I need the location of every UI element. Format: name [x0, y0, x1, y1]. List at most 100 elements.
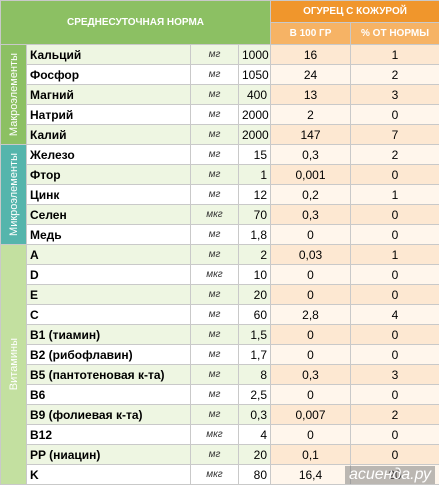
table-row: B9 (фолиевая к-та) мг 0,3 0,007 2	[1, 404, 439, 425]
amount-per-100g: 0,2	[270, 184, 351, 205]
percent-of-norm: 0	[349, 164, 439, 185]
unit: мкг	[190, 464, 239, 485]
table-row: Магний мг 400 13 3	[1, 84, 439, 105]
unit: мг	[190, 444, 239, 465]
nutrient-name: Кальций	[26, 44, 191, 65]
nutrient-name: D	[26, 264, 191, 285]
daily-norm: 1,5	[238, 324, 271, 345]
table-row: B6 мг 2,5 0 0	[1, 384, 439, 405]
nutrient-name: Цинк	[26, 184, 191, 205]
daily-norm: 0,3	[238, 404, 271, 425]
percent-of-norm: 0	[349, 324, 439, 345]
nutrient-name: B12	[26, 424, 191, 445]
percent-of-norm: 0	[349, 224, 439, 245]
percent-of-norm: 7	[349, 124, 439, 145]
unit: мг	[190, 164, 239, 185]
header-norm: СРЕДНЕСУТОЧНАЯ НОРМА	[0, 0, 271, 45]
percent-of-norm: 1	[349, 184, 439, 205]
unit: мг	[190, 104, 239, 125]
unit: мг	[190, 324, 239, 345]
unit: мг	[190, 224, 239, 245]
nutrient-name: B1 (тиамин)	[26, 324, 191, 345]
percent-of-norm: 0	[349, 444, 439, 465]
nutrient-name: Натрий	[26, 104, 191, 125]
nutrient-name: Железо	[26, 144, 191, 165]
daily-norm: 2000	[238, 104, 271, 125]
percent-of-norm: 0	[349, 384, 439, 405]
amount-per-100g: 0	[270, 224, 351, 245]
amount-per-100g: 13	[270, 84, 351, 105]
amount-per-100g: 0,007	[270, 404, 351, 425]
amount-per-100g: 2	[270, 104, 351, 125]
unit: мг	[190, 144, 239, 165]
daily-norm: 20	[238, 284, 271, 305]
percent-of-norm: 0	[349, 104, 439, 125]
daily-norm: 1	[238, 164, 271, 185]
daily-norm: 2	[238, 244, 271, 265]
daily-norm: 80	[238, 464, 271, 485]
nutrient-name: B2 (рибофлавин)	[26, 344, 191, 365]
daily-norm: 10	[238, 264, 271, 285]
daily-norm: 2,5	[238, 384, 271, 405]
group-cell: Микроэлементы	[0, 144, 27, 245]
percent-of-norm: 1	[349, 44, 439, 65]
amount-per-100g: 0	[270, 324, 351, 345]
unit: мкг	[190, 424, 239, 445]
header-product: ОГУРЕЦ С КОЖУРОЙ	[269, 0, 439, 23]
percent-of-norm: 0	[349, 264, 439, 285]
unit: мг	[190, 84, 239, 105]
unit: мг	[190, 184, 239, 205]
daily-norm: 4	[238, 424, 271, 445]
amount-per-100g: 0	[270, 424, 351, 445]
amount-per-100g: 16	[270, 44, 351, 65]
daily-norm: 1,8	[238, 224, 271, 245]
percent-of-norm: 2	[349, 144, 439, 165]
table-row: B5 (пантотеновая к-та) мг 8 0,3 3	[1, 364, 439, 385]
table-row: B2 (рибофлавин) мг 1,7 0 0	[1, 344, 439, 365]
unit: мг	[190, 244, 239, 265]
group-cell: Макроэлементы	[0, 44, 27, 145]
amount-per-100g: 0	[270, 384, 351, 405]
nutrient-name: Медь	[26, 224, 191, 245]
nutrient-name: B6	[26, 384, 191, 405]
nutrient-name: E	[26, 284, 191, 305]
header-per100: В 100 ГР	[270, 22, 351, 45]
watermark: асиенда.ру	[344, 466, 435, 484]
daily-norm: 12	[238, 184, 271, 205]
unit: мг	[190, 364, 239, 385]
table-row: PP (ниацин) мг 20 0,1 0	[1, 444, 439, 465]
percent-of-norm: 3	[349, 84, 439, 105]
group-name: Макроэлементы	[7, 52, 20, 137]
amount-per-100g: 0,3	[270, 364, 351, 385]
nutrient-name: K	[26, 464, 191, 485]
daily-norm: 1,7	[238, 344, 271, 365]
table-row: Макроэлементы Кальций мг 1000 16 1	[0, 44, 439, 145]
table-row: Фосфор мг 1050 24 2	[1, 64, 439, 85]
amount-per-100g: 24	[270, 64, 351, 85]
table-row: Цинк мг 12 0,2 1	[1, 184, 439, 205]
amount-per-100g: 0	[270, 284, 351, 305]
daily-norm: 70	[238, 204, 271, 225]
percent-of-norm: 3	[349, 364, 439, 385]
header-percent: % ОТ НОРМЫ	[349, 22, 439, 45]
amount-per-100g: 2,8	[270, 304, 351, 325]
table-row: Микроэлементы Железо мг 15 0,3 2	[0, 144, 439, 245]
table-row: Медь мг 1,8 0 0	[1, 224, 439, 245]
nutrient-name: Селен	[26, 204, 191, 225]
percent-of-norm: 1	[349, 244, 439, 265]
nutrient-name: B9 (фолиевая к-та)	[26, 404, 191, 425]
group-name: Витамины	[7, 338, 20, 391]
nutrient-name: C	[26, 304, 191, 325]
percent-of-norm: 0	[349, 284, 439, 305]
unit: мг	[190, 404, 239, 425]
unit: мг	[190, 304, 239, 325]
nutrient-name: Фосфор	[26, 64, 191, 85]
daily-norm: 2000	[238, 124, 271, 145]
percent-of-norm: 2	[349, 64, 439, 85]
amount-per-100g: 0,03	[270, 244, 351, 265]
table-row: Натрий мг 2000 2 0	[1, 104, 439, 125]
